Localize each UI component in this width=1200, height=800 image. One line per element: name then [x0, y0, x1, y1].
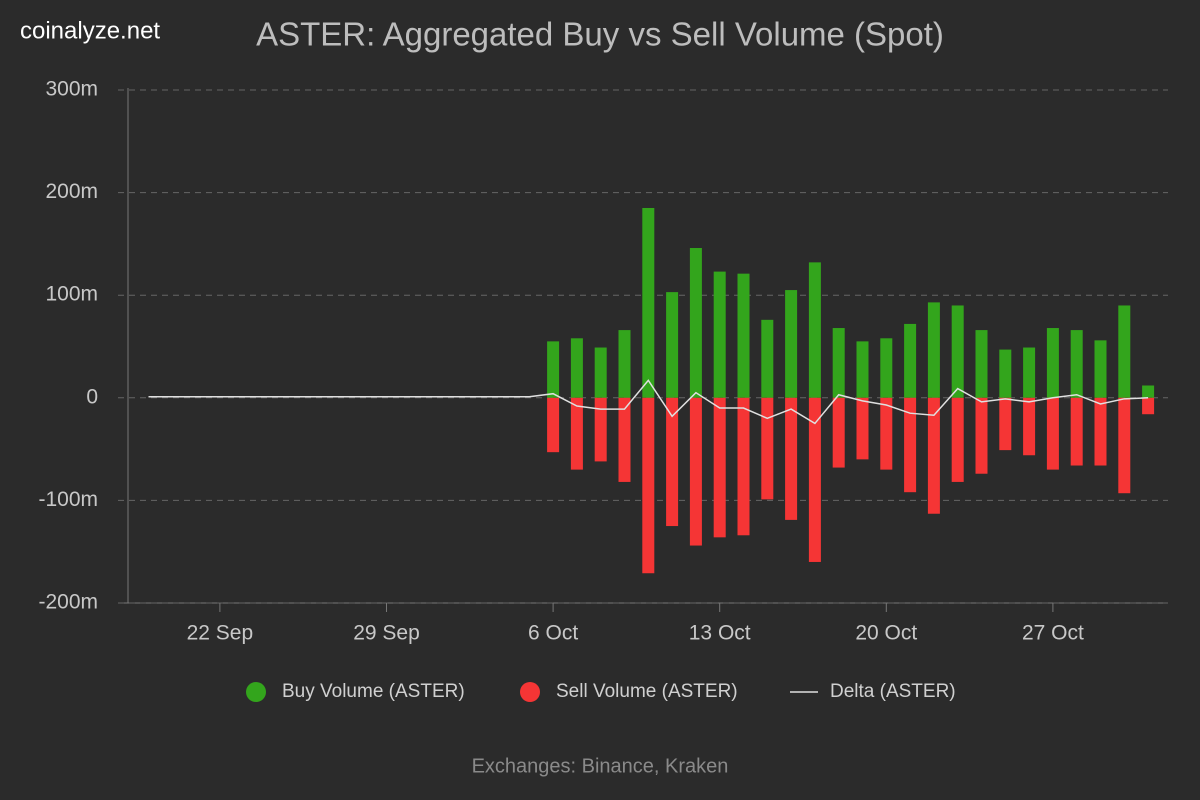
bar: [713, 397, 726, 538]
x-tick-label: 22 Sep: [187, 622, 254, 645]
y-tick-label: -100m: [38, 488, 98, 511]
bar: [1046, 328, 1059, 398]
bar: [832, 328, 845, 398]
bar: [904, 397, 917, 493]
x-tick-label: 27 Oct: [1022, 622, 1084, 645]
chart-title: ASTER: Aggregated Buy vs Sell Volume (Sp…: [256, 16, 944, 53]
legend-label: Buy Volume (ASTER): [282, 681, 465, 702]
bar: [737, 397, 750, 536]
bar: [856, 397, 869, 460]
legend-swatch: [520, 682, 540, 702]
footer: Exchanges: Binance, Kraken: [472, 755, 729, 777]
bar: [856, 341, 869, 398]
bar: [808, 397, 821, 562]
legend-swatch: [246, 682, 266, 702]
bar: [618, 397, 631, 482]
bar: [927, 397, 940, 514]
bar: [832, 397, 845, 468]
legend-label: Sell Volume (ASTER): [556, 681, 738, 702]
bar: [880, 397, 893, 470]
x-tick-label: 29 Sep: [353, 622, 420, 645]
bar: [570, 338, 583, 398]
x-tick-label: 6 Oct: [528, 622, 578, 645]
bar: [689, 397, 702, 546]
bar: [642, 207, 655, 398]
y-tick-label: 300m: [45, 78, 98, 101]
bar: [927, 302, 940, 398]
bar: [785, 397, 798, 520]
bar: [1118, 397, 1131, 494]
delta-line: [148, 379, 1149, 425]
brand: coinalyze.net: [20, 17, 160, 44]
y-tick-label: 200m: [45, 180, 98, 203]
legend-label: Delta (ASTER): [830, 681, 956, 702]
bar: [689, 248, 702, 398]
bar: [785, 290, 798, 398]
bar: [1094, 340, 1107, 398]
x-tick-label: 20 Oct: [855, 622, 917, 645]
bar: [1070, 397, 1083, 466]
bar: [1070, 330, 1083, 398]
bar: [666, 397, 679, 527]
bar: [1046, 397, 1059, 470]
bar: [975, 330, 988, 398]
y-tick-label: 100m: [45, 283, 98, 306]
bar: [880, 338, 893, 398]
bar: [761, 397, 774, 500]
bar: [761, 319, 774, 398]
bar: [547, 397, 560, 453]
bar: [1023, 397, 1036, 456]
bar: [904, 323, 917, 398]
bar: [642, 397, 655, 574]
bar: [808, 262, 821, 398]
bar: [1118, 305, 1131, 398]
bar: [570, 397, 583, 470]
bar: [666, 292, 679, 398]
bar: [999, 397, 1012, 451]
bar: [1142, 385, 1155, 398]
bar: [999, 349, 1012, 398]
bar: [1094, 397, 1107, 466]
bar: [713, 271, 726, 398]
x-tick-label: 13 Oct: [689, 622, 751, 645]
bar: [737, 273, 750, 398]
bar: [1023, 347, 1036, 398]
bar: [1142, 397, 1155, 415]
bar: [951, 305, 964, 398]
y-tick-label: -200m: [38, 591, 98, 614]
bar: [594, 347, 607, 398]
bar: [594, 397, 607, 462]
bar: [618, 330, 631, 398]
bar: [951, 397, 964, 482]
y-tick-label: 0: [86, 385, 98, 408]
bar: [975, 397, 988, 474]
bar: [547, 341, 560, 398]
